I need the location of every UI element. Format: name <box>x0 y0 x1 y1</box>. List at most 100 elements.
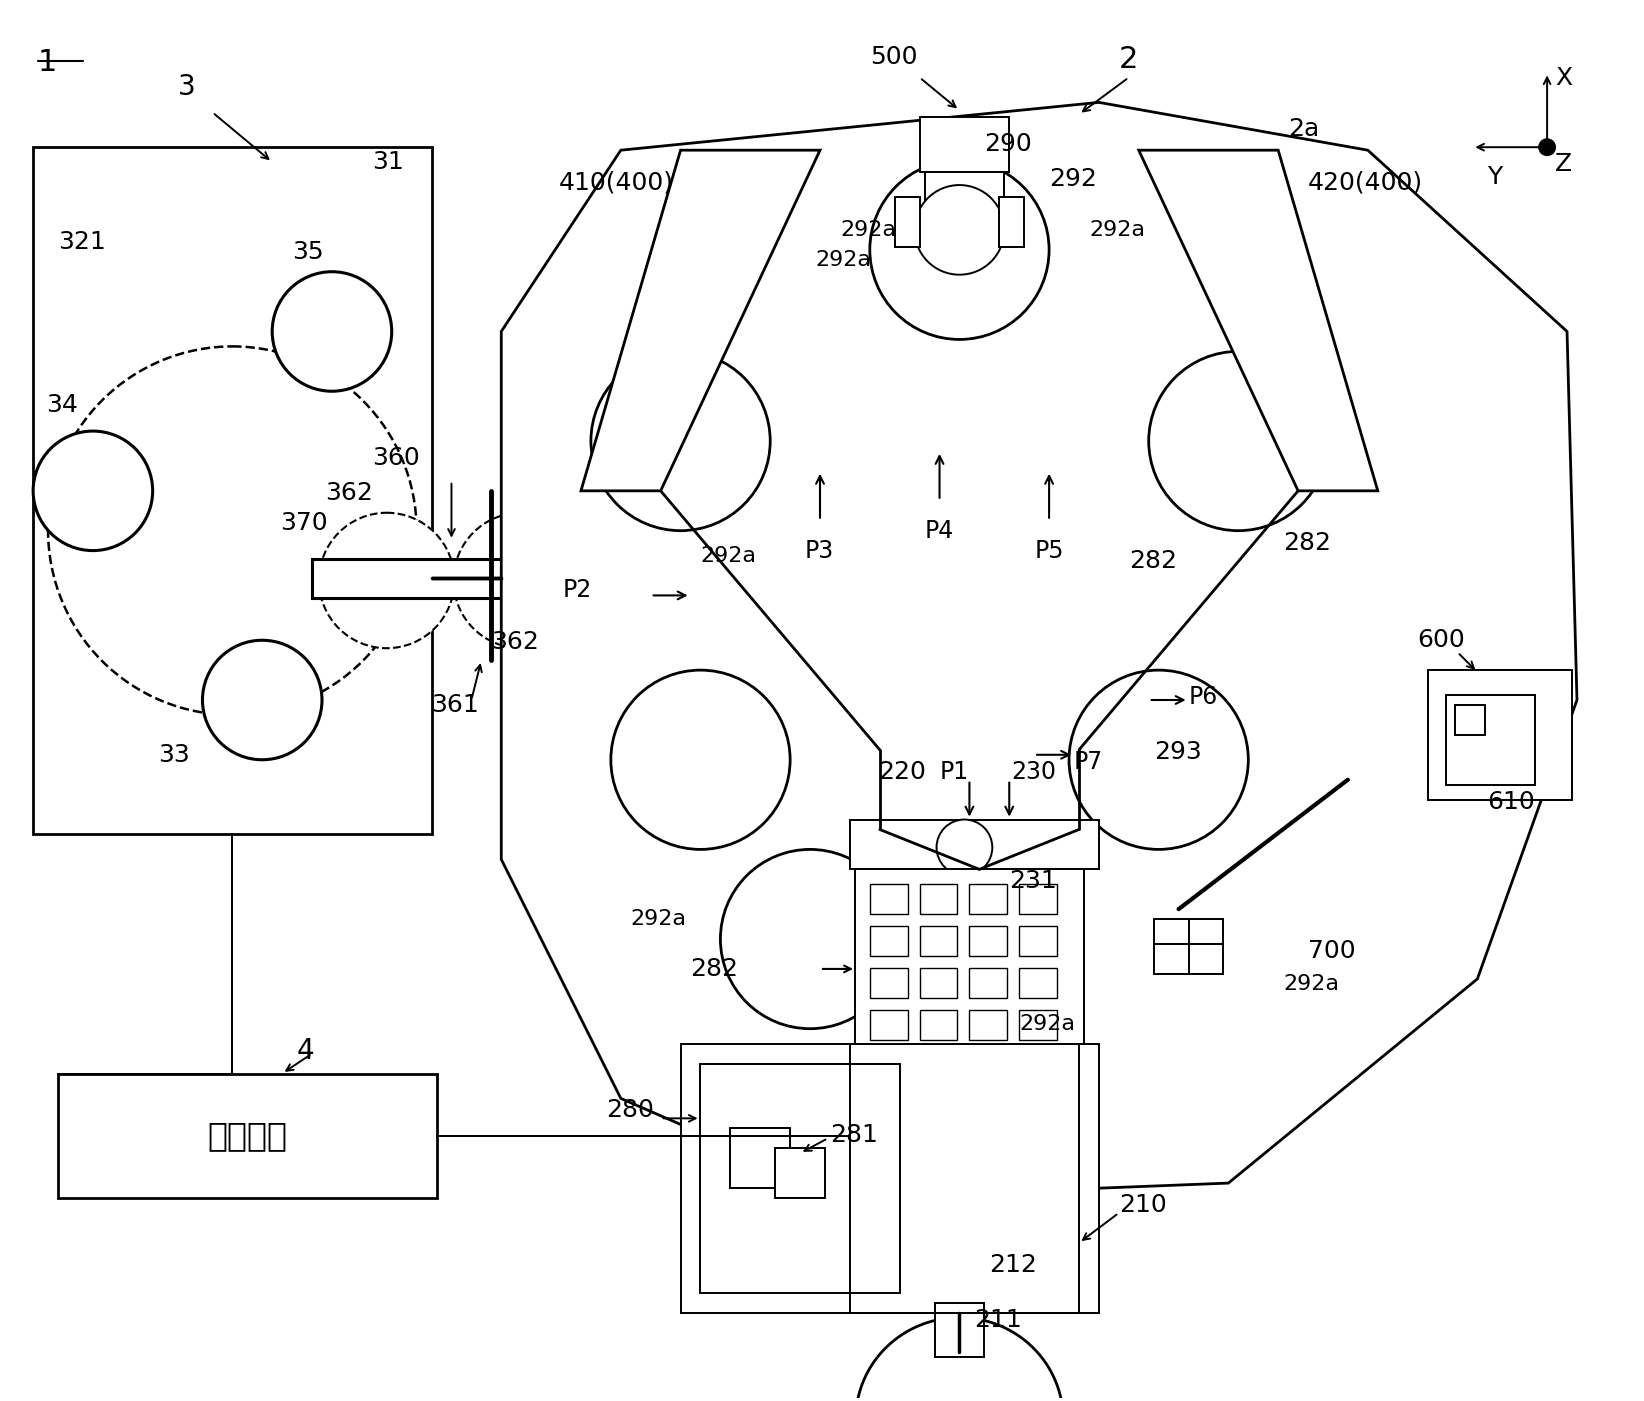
Circle shape <box>870 160 1049 339</box>
Bar <box>919 1010 957 1040</box>
Bar <box>1445 695 1535 785</box>
Text: X: X <box>1555 66 1572 90</box>
Text: 500: 500 <box>870 45 917 69</box>
Bar <box>870 926 907 955</box>
Polygon shape <box>1139 150 1378 490</box>
Bar <box>33 147 432 835</box>
Circle shape <box>273 272 391 391</box>
Text: P5: P5 <box>1034 538 1064 563</box>
Bar <box>1427 670 1572 800</box>
Text: Y: Y <box>1488 165 1503 189</box>
Text: Z: Z <box>1555 153 1572 177</box>
Bar <box>970 1010 1008 1040</box>
Bar <box>934 1303 985 1358</box>
Text: 292: 292 <box>1049 167 1097 191</box>
Bar <box>870 1010 907 1040</box>
Bar <box>970 884 1008 913</box>
Text: 31: 31 <box>372 150 403 174</box>
Circle shape <box>33 432 153 551</box>
Circle shape <box>319 513 454 649</box>
Text: 281: 281 <box>830 1124 878 1147</box>
Text: 290: 290 <box>985 132 1032 157</box>
Bar <box>919 884 957 913</box>
Bar <box>970 926 1008 955</box>
Text: P1: P1 <box>939 759 968 783</box>
Text: 292a: 292a <box>815 249 871 270</box>
Polygon shape <box>857 1317 1064 1401</box>
Bar <box>730 1128 791 1188</box>
Text: 4: 4 <box>298 1037 314 1065</box>
Bar <box>1019 1010 1057 1040</box>
Text: P6: P6 <box>1189 685 1218 709</box>
Text: 230: 230 <box>1011 759 1055 783</box>
Text: 282: 282 <box>1129 549 1177 573</box>
Circle shape <box>202 640 322 759</box>
Bar <box>1019 926 1057 955</box>
Circle shape <box>48 346 416 715</box>
Text: 292a: 292a <box>1019 1014 1075 1034</box>
Text: 控制装置: 控制装置 <box>207 1119 288 1152</box>
Text: 292a: 292a <box>840 220 896 240</box>
Text: 610: 610 <box>1488 790 1535 814</box>
Text: P4: P4 <box>924 518 954 542</box>
Circle shape <box>590 352 769 531</box>
Text: P2: P2 <box>562 579 592 602</box>
Text: 220: 220 <box>878 759 926 783</box>
Bar <box>1154 919 1223 974</box>
Circle shape <box>720 849 899 1028</box>
Text: 282: 282 <box>690 957 738 981</box>
Bar <box>924 172 1004 212</box>
Text: 410(400): 410(400) <box>559 170 674 195</box>
Text: 1: 1 <box>38 48 58 77</box>
Bar <box>58 1073 437 1198</box>
Text: 231: 231 <box>1009 870 1057 894</box>
Text: 292a: 292a <box>1088 220 1144 240</box>
Text: 35: 35 <box>293 240 324 263</box>
Bar <box>700 1063 899 1293</box>
Bar <box>919 926 957 955</box>
Text: P7: P7 <box>1074 750 1103 773</box>
Circle shape <box>937 820 993 876</box>
Text: 700: 700 <box>1309 939 1356 962</box>
Text: 292a: 292a <box>631 909 687 929</box>
Polygon shape <box>501 102 1577 1198</box>
Text: 34: 34 <box>46 394 77 417</box>
Circle shape <box>1069 670 1248 849</box>
Text: 370: 370 <box>279 511 327 535</box>
Circle shape <box>914 185 1004 275</box>
Text: 282: 282 <box>1284 531 1332 555</box>
Bar <box>919 118 1009 172</box>
Text: 362: 362 <box>492 630 539 654</box>
Bar <box>870 884 907 913</box>
Text: 210: 210 <box>1120 1194 1167 1217</box>
Bar <box>894 198 919 247</box>
Text: 212: 212 <box>990 1252 1037 1276</box>
Circle shape <box>1149 352 1328 531</box>
Text: 3: 3 <box>178 73 196 101</box>
Text: 361: 361 <box>432 693 480 717</box>
Text: P3: P3 <box>806 538 834 563</box>
Text: 600: 600 <box>1417 628 1465 653</box>
Bar <box>870 968 907 998</box>
Bar <box>1455 705 1486 736</box>
Bar <box>1019 884 1057 913</box>
Circle shape <box>612 670 791 849</box>
Bar <box>312 559 561 598</box>
Bar <box>776 1149 825 1198</box>
Text: 280: 280 <box>607 1098 654 1122</box>
Text: 2: 2 <box>1120 45 1138 74</box>
Bar <box>730 1128 791 1188</box>
Bar <box>850 820 1098 870</box>
Text: 2a: 2a <box>1289 118 1320 142</box>
Bar <box>919 968 957 998</box>
Bar <box>1019 968 1057 998</box>
Bar <box>855 870 1083 1048</box>
Text: 360: 360 <box>372 446 419 469</box>
Text: 292a: 292a <box>1284 974 1340 993</box>
Bar <box>970 968 1008 998</box>
Bar <box>681 1044 1098 1313</box>
Text: 362: 362 <box>326 481 373 504</box>
Circle shape <box>1539 139 1555 156</box>
Text: 33: 33 <box>158 743 189 766</box>
Text: 420(400): 420(400) <box>1309 170 1424 195</box>
